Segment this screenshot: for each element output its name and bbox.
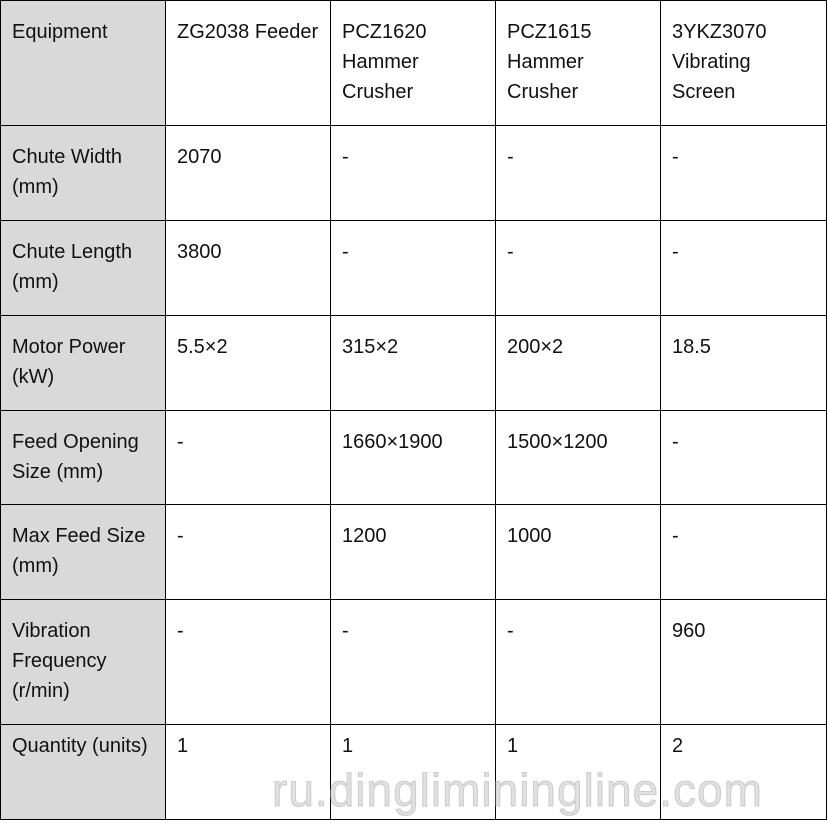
table-cell: -: [165, 504, 331, 600]
header-row: Equipment ZG2038 Feeder PCZ1620 Hammer Cru…: [0, 0, 827, 126]
table-cell: -: [660, 410, 827, 505]
row-header-cell: Motor Power (kW): [0, 315, 166, 411]
row-header-cell: Chute Width (mm): [0, 125, 166, 221]
table-cell: -: [495, 599, 661, 725]
column-header-cell: ZG2038 Feeder: [165, 0, 331, 126]
table-row: Max Feed Size (mm) -1200 1000-: [0, 504, 827, 600]
row-header-cell: Vibration Frequency (r/min): [0, 599, 166, 725]
table-cell: 1660×1900: [330, 410, 496, 505]
table-cell: 960: [660, 599, 827, 725]
table-row: Chute Length (mm) 3800- - -: [0, 220, 827, 316]
table-cell: 1200: [330, 504, 496, 600]
table-cell: -: [330, 599, 496, 725]
table-cell: 2: [660, 724, 827, 820]
table-cell: 1000: [495, 504, 661, 600]
table-cell: 1: [165, 724, 331, 820]
table-cell: -: [495, 220, 661, 316]
table-cell: 1: [495, 724, 661, 820]
table-cell: -: [660, 504, 827, 600]
row-header-cell: Feed Opening Size (mm): [0, 410, 166, 505]
table-cell: 1500×1200: [495, 410, 661, 505]
table-row: Chute Width (mm) 2070- - -: [0, 125, 827, 221]
table-cell: 2070: [165, 125, 331, 221]
table-row: Motor Power (kW) 5.5×2 315×2 200×2 18.5: [0, 315, 827, 411]
table-cell: 5.5×2: [165, 315, 331, 411]
table-cell: -: [165, 410, 331, 505]
table-row: Vibration Frequency (r/min) - - -960: [0, 599, 827, 725]
column-header-cell: 3YKZ3070 Vibrating Screen: [660, 0, 827, 126]
table-cell: 3800: [165, 220, 331, 316]
table-cell: -: [660, 220, 827, 316]
table-cell: 18.5: [660, 315, 827, 411]
table-cell: -: [495, 125, 661, 221]
table-cell: 1: [330, 724, 496, 820]
table-cell: -: [660, 125, 827, 221]
table-cell: -: [330, 220, 496, 316]
row-header-cell: Max Feed Size (mm): [0, 504, 166, 600]
row-header-cell: Equipment: [0, 0, 166, 126]
column-header-cell: PCZ1615 Hammer Crusher: [495, 0, 661, 126]
table-row: Quantity (units) 1 1 1 2: [0, 724, 827, 820]
table-cell: -: [165, 599, 331, 725]
table-cell: -: [330, 125, 496, 221]
table-row: Feed Opening Size (mm) -1660×1900 1500×120…: [0, 410, 827, 505]
table-cell: 200×2: [495, 315, 661, 411]
column-header-cell: PCZ1620 Hammer Crusher: [330, 0, 496, 126]
row-header-cell: Quantity (units): [0, 724, 166, 820]
table-cell: 315×2: [330, 315, 496, 411]
row-header-cell: Chute Length (mm): [0, 220, 166, 316]
